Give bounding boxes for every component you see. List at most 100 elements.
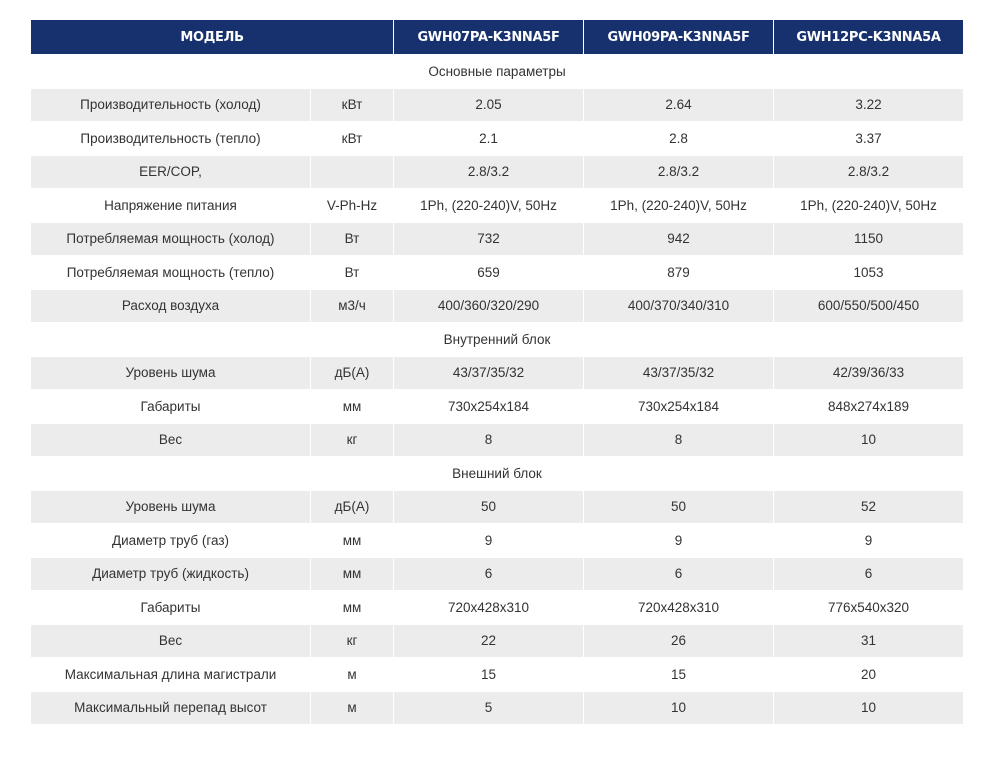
cell: 1Ph, (220-240)V, 50Hz [773, 188, 965, 223]
spec-table: МОДЕЛЬ GWH07PA-K3NNA5F GWH09PA-K3NNA5F GWH… [29, 20, 965, 725]
header-row: МОДЕЛЬ GWH07PA-K3NNA5F GWH09PA-K3NNA5F GWH… [29, 20, 965, 55]
cell: 730x254x184 [583, 389, 775, 424]
table-row: Габариты мм 730x254x184 730x254x184 848x274x… [30, 389, 965, 424]
cell: Напряжение питания [30, 188, 311, 223]
cell: 52 [773, 489, 965, 524]
table-row: Уровень шума дБ(А) 50 50 52 [30, 489, 965, 524]
cell: 9 [393, 523, 585, 558]
cell: 31 [773, 623, 965, 658]
cell: Максимальный перепад высот [30, 690, 311, 725]
cell: кг [309, 422, 395, 457]
cell: 400/370/340/310 [583, 288, 775, 323]
table-row: Диаметр труб (жидкость) мм 6 6 6 [30, 556, 965, 591]
cell: 1150 [773, 221, 965, 256]
cell: 50 [583, 489, 775, 524]
cell: 6 [773, 556, 965, 591]
cell: Производительность (холод) [30, 87, 311, 122]
cell: мм [309, 523, 395, 558]
cell: Габариты [30, 590, 311, 625]
cell: 43/37/35/32 [583, 355, 775, 390]
section-row: Основные параметры [29, 54, 965, 89]
cell: мм [309, 389, 395, 424]
cell: 732 [393, 221, 585, 256]
header-cell: GWH07PA-K3NNA5F [393, 20, 585, 55]
table-row: Потребляемая мощность (тепло) Вт 659 879 105… [30, 255, 965, 290]
cell: мм [309, 590, 395, 625]
cell: мм [309, 556, 395, 591]
cell: 26 [583, 623, 775, 658]
cell: кВт [309, 121, 395, 156]
cell: 15 [393, 657, 585, 692]
cell: 2.64 [583, 87, 775, 122]
cell: 5 [393, 690, 585, 725]
cell: кг [309, 623, 395, 658]
cell: 2.05 [393, 87, 585, 122]
section-cell: Внешний блок [29, 456, 965, 491]
cell: 8 [583, 422, 775, 457]
cell: 20 [773, 657, 965, 692]
cell: Габариты [30, 389, 311, 424]
cell: Уровень шума [30, 355, 311, 390]
cell: 2.8/3.2 [393, 154, 585, 189]
cell: 600/550/500/450 [773, 288, 965, 323]
cell: 6 [583, 556, 775, 591]
cell: м [309, 690, 395, 725]
cell: 1Ph, (220-240)V, 50Hz [583, 188, 775, 223]
table-row: Габариты мм 720x428x310 720x428x310 776x540x… [30, 590, 965, 625]
cell: Вес [30, 422, 311, 457]
cell: м3/ч [309, 288, 395, 323]
cell: 10 [773, 690, 965, 725]
cell: Производительность (тепло) [30, 121, 311, 156]
cell: 730x254x184 [393, 389, 585, 424]
cell: Вт [309, 221, 395, 256]
cell: 400/360/320/290 [393, 288, 585, 323]
table-row: Потребляемая мощность (холод) Вт 732 942 115… [30, 221, 965, 256]
cell: 6 [393, 556, 585, 591]
cell: дБ(А) [309, 355, 395, 390]
cell: Расход воздуха [30, 288, 311, 323]
cell: 50 [393, 489, 585, 524]
cell: 879 [583, 255, 775, 290]
cell: 776x540x320 [773, 590, 965, 625]
cell: Потребляемая мощность (тепло) [30, 255, 311, 290]
table-row: Вес кг 8 8 10 [30, 422, 965, 457]
cell: 1053 [773, 255, 965, 290]
cell: 3.37 [773, 121, 965, 156]
table-row: Производительность (холод) кВт 2.05 2.64 3.2… [30, 87, 965, 122]
table-row: Производительность (тепло) кВт 2.1 2.8 3.37 [30, 121, 965, 156]
header-cell: GWH09PA-K3NNA5F [583, 20, 775, 55]
cell: Максимальная длина магистрали [30, 657, 311, 692]
header-cell: GWH12PC-K3NNA5A [773, 20, 965, 55]
cell: 9 [773, 523, 965, 558]
cell: Потребляемая мощность (холод) [30, 221, 311, 256]
table-row: Максимальная длина магистрали м 15 15 20 [30, 657, 965, 692]
cell: 2.8/3.2 [583, 154, 775, 189]
cell: 2.8/3.2 [773, 154, 965, 189]
section-cell: Внутренний блок [29, 322, 965, 357]
cell: кВт [309, 87, 395, 122]
cell: Вт [309, 255, 395, 290]
table-row: EER/COP, 2.8/3.2 2.8/3.2 2.8/3.2 [30, 154, 965, 189]
cell: Диаметр труб (жидкость) [30, 556, 311, 591]
table-row: Расход воздуха м3/ч 400/360/320/290 400/370… [30, 288, 965, 323]
cell: Вес [30, 623, 311, 658]
cell: Диаметр труб (газ) [30, 523, 311, 558]
table-body: Основные параметры Производительность (хо… [29, 54, 965, 725]
cell: 15 [583, 657, 775, 692]
cell: 720x428x310 [583, 590, 775, 625]
table-head: МОДЕЛЬ GWH07PA-K3NNA5F GWH09PA-K3NNA5F GWH… [29, 20, 965, 55]
cell: 10 [773, 422, 965, 457]
cell: м [309, 657, 395, 692]
cell: 9 [583, 523, 775, 558]
cell: 942 [583, 221, 775, 256]
cell: дБ(А) [309, 489, 395, 524]
cell: EER/COP, [30, 154, 311, 189]
table-row: Диаметр труб (газ) мм 9 9 9 [30, 523, 965, 558]
section-row: Внешний блок [29, 456, 965, 491]
table-row: Уровень шума дБ(А) 43/37/35/32 43/37/35/32 4… [30, 355, 965, 390]
section-row: Внутренний блок [29, 322, 965, 357]
table-row: Вес кг 22 26 31 [30, 623, 965, 658]
cell: 3.22 [773, 87, 965, 122]
